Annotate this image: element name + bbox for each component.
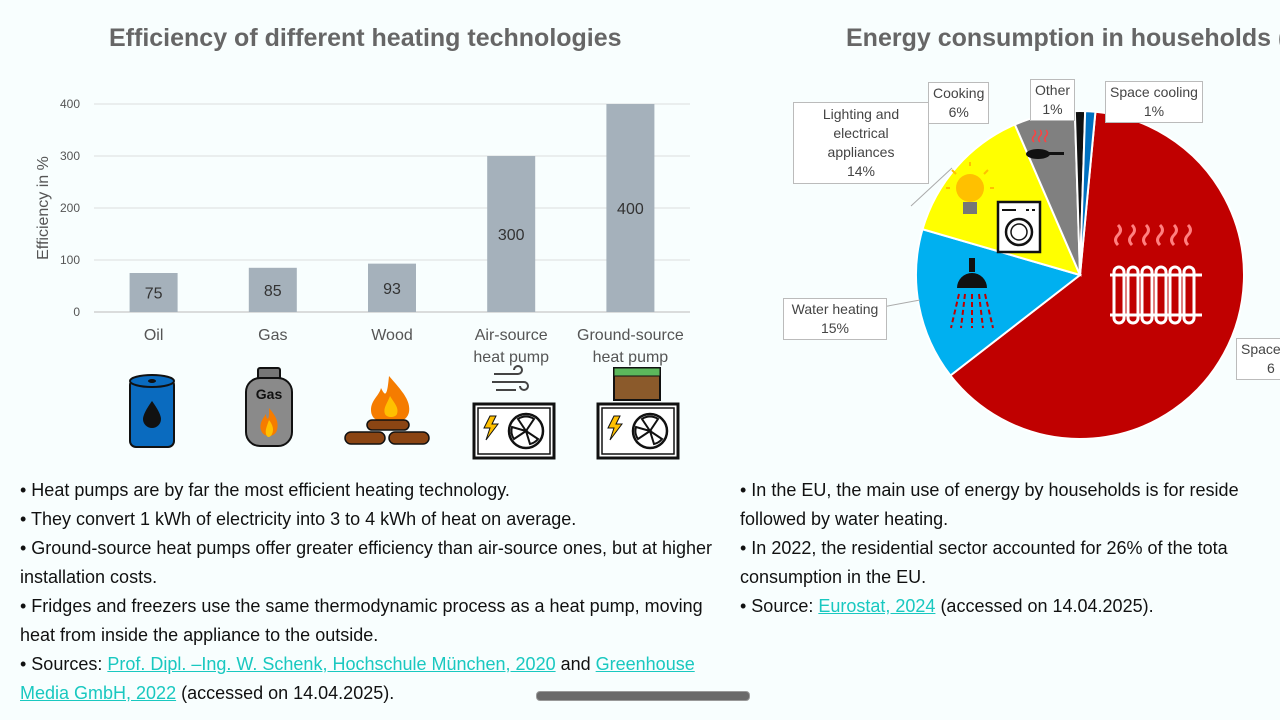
light-bulb-icon <box>946 162 994 214</box>
shower-icon <box>950 258 994 329</box>
right-bullet-list: • In the EU, the main use of energy by h… <box>740 476 1280 621</box>
gas-cylinder-icon: Gas <box>245 367 293 447</box>
source-link-eurostat[interactable]: Eurostat, 2024 <box>818 596 936 616</box>
pie-slice-water-heating <box>915 228 1083 377</box>
bullet-item-cont: followed by water heating. <box>740 509 949 529</box>
bullet-item: • In 2022, the residential sector accoun… <box>740 538 1228 558</box>
pie-label-space-cooling: Space cooling 1% <box>1105 81 1203 123</box>
x-tick-label: Gas <box>258 327 287 344</box>
oil-barrel-icon <box>129 374 175 448</box>
bar-value-label: 85 <box>264 283 282 300</box>
pie-label-space-heating: Space 6 <box>1236 338 1280 380</box>
radiator-icon <box>1110 223 1202 325</box>
x-tick-label: Ground-source <box>577 327 684 344</box>
bullet-item: • In the EU, the main use of energy by h… <box>740 480 1239 500</box>
x-tick-label: Oil <box>144 327 164 344</box>
bar-value-label: 400 <box>617 201 644 218</box>
pie-label-cooking: Cooking 6% <box>928 82 990 124</box>
x-tick-label: heat pump <box>473 349 549 366</box>
bar-chart-title: Efficiency of different heating technolo… <box>109 24 622 52</box>
pie-slice-space-cooling <box>1079 110 1097 276</box>
source-link-schenk[interactable]: Prof. Dipl. –Ing. W. Schenk, Hochschule … <box>107 654 556 674</box>
pie-label-lighting: Lighting and electrical appliances 14% <box>793 102 929 184</box>
bar-value-label: 75 <box>145 286 163 303</box>
bullet-item-cont: consumption in the EU. <box>740 567 927 587</box>
x-tick-label: Wood <box>371 327 413 344</box>
pie-slice-space-heating <box>949 110 1245 440</box>
bar-wood <box>368 263 416 312</box>
y-axis-label: Efficiency in % <box>35 156 52 260</box>
pie-chart-title: Energy consumption in households (E <box>846 24 1280 52</box>
bar-value-label: 300 <box>498 227 525 244</box>
y-tick-label: 200 <box>60 201 80 215</box>
horizontal-scrollbar[interactable] <box>536 691 750 701</box>
y-tick-label: 100 <box>60 253 80 267</box>
source-item: • Source: Eurostat, 2024 (accessed on 14… <box>740 596 1154 616</box>
x-tick-label: Air-source <box>475 327 548 344</box>
pie-label-water-heating: Water heating 15% <box>783 298 887 340</box>
bar-oil <box>129 273 178 312</box>
source-link-greenhouse[interactable]: Greenhouse Media GmbH, 2022 <box>20 654 695 703</box>
svg-text:Gas: Gas <box>256 386 283 402</box>
pie-chart <box>876 110 1245 440</box>
air-heat-pump-icon <box>472 365 556 460</box>
leader-line <box>910 167 953 207</box>
bar-gas <box>248 267 297 312</box>
bar-chart: 0 100 200 300 400 75 Oil 85 Gas 93 Wood 300 Air-sou… <box>35 97 690 460</box>
y-tick-label: 300 <box>60 149 80 163</box>
bar-value-label: 93 <box>383 281 401 298</box>
y-tick-label: 400 <box>60 97 80 111</box>
x-tick-label: heat pump <box>593 349 669 366</box>
bar-air-source-heat-pump <box>487 156 536 312</box>
bar-ground-source-heat-pump <box>606 104 655 312</box>
bullet-item: • Heat pumps are by far the most efficie… <box>20 480 510 500</box>
pie-label-other: Other 1% <box>1030 79 1076 121</box>
campfire-icon <box>344 376 430 445</box>
bullet-item: • Fridges and freezers use the same ther… <box>20 596 703 645</box>
ground-heat-pump-icon <box>596 367 680 460</box>
bullet-item: • They convert 1 kWh of electricity into… <box>20 509 577 529</box>
sources-item: • Sources: Prof. Dipl. –Ing. W. Schenk, … <box>20 654 695 703</box>
y-tick-label: 0 <box>73 305 80 319</box>
left-bullet-list: • Heat pumps are by far the most efficie… <box>20 476 720 708</box>
washing-machine-icon <box>996 200 1042 254</box>
bullet-item: • Ground-source heat pumps offer greater… <box>20 538 713 587</box>
frying-pan-icon <box>1026 129 1064 159</box>
